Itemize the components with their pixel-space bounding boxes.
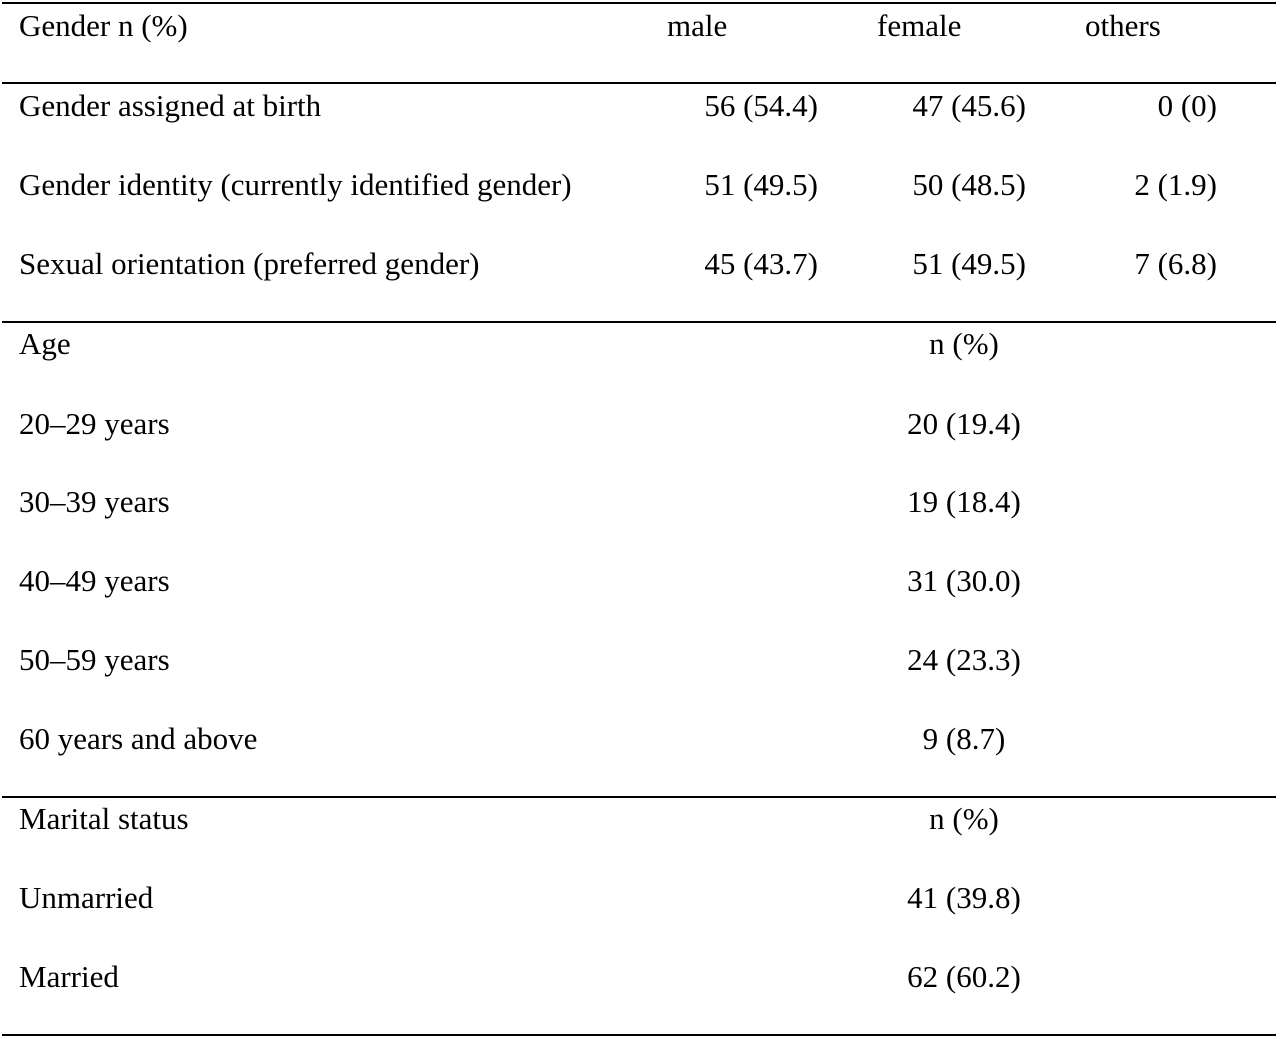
column-header-male: male [667,8,728,43]
gender-header-rule [2,82,1276,84]
cell-value: 20 (19.4) [907,406,1021,441]
row-label: Married [19,959,119,994]
row-label: 60 years and above [19,721,258,756]
marital-section-rule [2,796,1276,798]
cell-value: 24 (23.3) [907,642,1021,677]
row-label: Unmarried [19,880,154,915]
table-top-rule [2,2,1276,4]
cell-others: 7 (6.8) [1134,246,1217,281]
cell-value: 19 (18.4) [907,484,1021,519]
column-header-female: female [877,8,962,43]
cell-male: 51 (49.5) [704,167,818,202]
age-header-label: Age [19,326,71,361]
row-label: 20–29 years [19,406,170,441]
cell-value: 31 (30.0) [907,563,1021,598]
column-header-others: others [1085,8,1161,43]
table-bottom-rule [2,1034,1276,1036]
cell-male: 56 (54.4) [704,88,818,123]
row-label: Gender assigned at birth [19,88,322,123]
age-section-rule [2,321,1276,323]
gender-header-label: Gender n (%) [19,8,188,43]
cell-others: 0 (0) [1157,88,1217,123]
cell-value: 9 (8.7) [922,721,1006,756]
row-label: Sexual orientation (preferred gender) [19,246,480,281]
cell-male: 45 (43.7) [704,246,818,281]
row-label: Gender identity (currently identified ge… [19,167,572,202]
row-label: 50–59 years [19,642,170,677]
column-header-n-percent: n (%) [929,801,999,836]
cell-female: 51 (49.5) [912,246,1026,281]
row-label: 30–39 years [19,484,170,519]
cell-female: 47 (45.6) [912,88,1026,123]
row-label: 40–49 years [19,563,170,598]
cell-others: 2 (1.9) [1134,167,1217,202]
cell-female: 50 (48.5) [912,167,1026,202]
cell-value: 41 (39.8) [907,880,1021,915]
marital-header-label: Marital status [19,801,189,836]
cell-value: 62 (60.2) [907,959,1021,994]
column-header-n-percent: n (%) [929,326,999,361]
